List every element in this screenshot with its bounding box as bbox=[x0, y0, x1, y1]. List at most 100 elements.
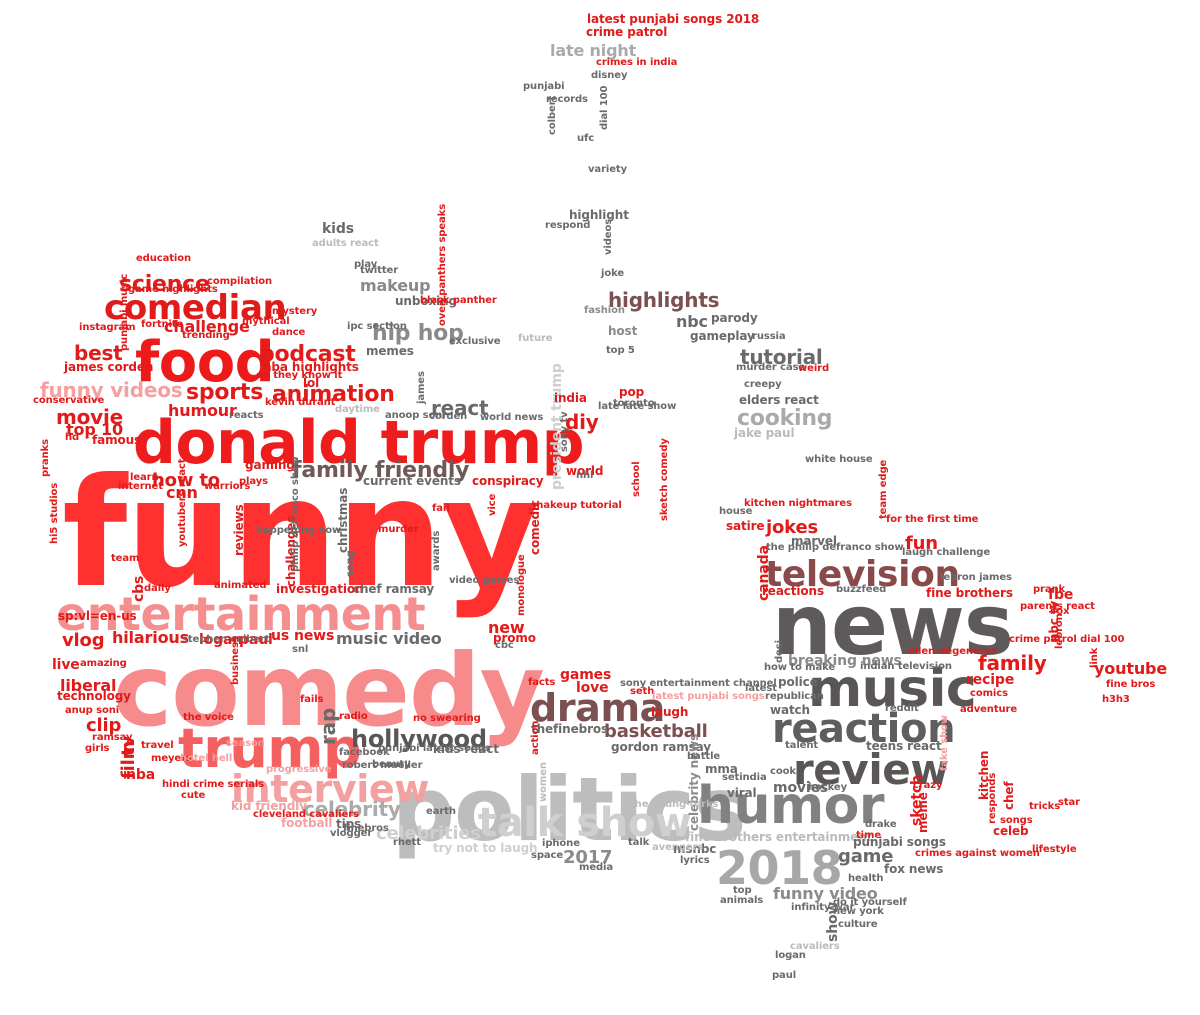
word-93: parody bbox=[711, 311, 758, 326]
word-248: do it yourself bbox=[833, 896, 907, 908]
word-166: animated bbox=[214, 579, 267, 591]
word-199: daytime bbox=[335, 403, 380, 415]
word-203: james bbox=[416, 371, 427, 404]
word-59: humour bbox=[168, 400, 237, 420]
word-21: hollywood bbox=[351, 725, 487, 754]
word-11: reaction bbox=[772, 706, 956, 753]
word-77: gordon ramsay bbox=[611, 740, 711, 755]
word-175: punjabi bbox=[523, 80, 565, 92]
word-165: team bbox=[111, 552, 140, 564]
word-45: breaking news bbox=[788, 652, 902, 669]
word-174: disney bbox=[591, 69, 628, 81]
word-296: hd bbox=[65, 431, 80, 443]
word-72: kids bbox=[322, 220, 354, 237]
word-120: famous bbox=[92, 433, 142, 448]
word-266: lebron james bbox=[940, 571, 1012, 583]
word-28: hip hop bbox=[372, 320, 464, 346]
word-263: buzzfeed bbox=[836, 583, 887, 595]
word-291: happening now bbox=[256, 524, 342, 536]
word-293: do they know it bbox=[256, 369, 343, 381]
word-60: challenge bbox=[164, 316, 250, 336]
word-215: song bbox=[345, 550, 356, 577]
word-35: music video bbox=[336, 628, 442, 648]
word-280: adventure bbox=[960, 703, 1018, 715]
word-227: robert mueller bbox=[342, 759, 423, 771]
word-73: nbc bbox=[676, 311, 708, 331]
word-133: learn bbox=[130, 471, 159, 483]
word-144: dance bbox=[272, 326, 306, 338]
word-24: podcast bbox=[259, 341, 356, 367]
word-40: game bbox=[838, 846, 894, 868]
word-94: conspiracy bbox=[472, 474, 544, 489]
word-226: punjabi latest songs bbox=[378, 742, 491, 754]
word-138: education bbox=[136, 252, 192, 264]
word-170: youtubers react bbox=[177, 458, 188, 547]
word-41: basketball bbox=[604, 721, 708, 743]
word-55: nba bbox=[126, 766, 156, 783]
word-71: fbe bbox=[1048, 586, 1074, 603]
word-79: thefinebros bbox=[531, 722, 609, 737]
word-27: movie bbox=[56, 404, 124, 429]
word-62: logan bbox=[199, 631, 243, 648]
word-129: india bbox=[554, 391, 587, 406]
word-154: hotel hell bbox=[180, 752, 233, 764]
word-265: laugh challenge bbox=[902, 546, 991, 558]
word-150: ramsay bbox=[92, 731, 133, 743]
word-224: action bbox=[530, 720, 541, 755]
word-86: fine brothers entertainment bbox=[685, 830, 873, 845]
word-289: pranks bbox=[40, 439, 51, 477]
word-56: top 10 bbox=[66, 419, 123, 439]
word-63: paul bbox=[239, 631, 273, 648]
word-42: funny video bbox=[773, 883, 878, 903]
word-15: television bbox=[765, 554, 960, 596]
word-195: murder case bbox=[736, 361, 806, 373]
word-252: infinity war bbox=[791, 901, 855, 913]
word-212: murder bbox=[378, 523, 419, 535]
word-241: battle bbox=[687, 750, 721, 762]
word-167: warriors bbox=[204, 480, 251, 492]
word-230: iphone bbox=[542, 837, 580, 849]
word-211: fail bbox=[432, 502, 450, 514]
word-107: jake paul bbox=[734, 426, 795, 441]
word-281: fake show bbox=[939, 714, 950, 771]
word-39: jokes bbox=[766, 517, 819, 539]
word-5: entertainment bbox=[56, 587, 426, 642]
word-149: conservative bbox=[33, 394, 105, 406]
word-23: science bbox=[119, 271, 210, 297]
word-238: talk bbox=[628, 836, 650, 848]
word-109: satire bbox=[726, 519, 765, 534]
word-163: snl bbox=[292, 643, 309, 655]
word-50: clip bbox=[86, 715, 122, 737]
word-239: avengers bbox=[652, 841, 704, 853]
word-294: black panther bbox=[420, 294, 497, 306]
word-104: teens react bbox=[866, 739, 942, 754]
word-205: late late show bbox=[598, 400, 677, 412]
word-26: best bbox=[74, 340, 123, 365]
word-172: crime patrol bbox=[586, 25, 668, 40]
word-161: the voice bbox=[183, 711, 234, 723]
word-159: season bbox=[226, 737, 265, 749]
word-131: school bbox=[631, 461, 642, 497]
word-98: punjabi songs bbox=[853, 835, 946, 850]
word-43: movies bbox=[773, 779, 829, 796]
word-3: news bbox=[772, 576, 1014, 675]
word-117: fine bros bbox=[1106, 678, 1156, 690]
word-275: crime patrol dial 100 bbox=[1009, 633, 1125, 645]
word-132: internet bbox=[118, 480, 163, 492]
word-127: promo bbox=[493, 631, 536, 646]
word-190: exclusive bbox=[449, 335, 501, 347]
word-262: indian television bbox=[860, 660, 952, 672]
word-173: crimes in india bbox=[596, 56, 678, 68]
word-31: tutorial bbox=[740, 344, 823, 369]
word-183: videos bbox=[603, 218, 614, 255]
word-143: punjabi music bbox=[119, 273, 130, 351]
word-251: animals bbox=[720, 894, 764, 906]
word-254: cavaliers bbox=[790, 940, 840, 952]
word-12: review bbox=[793, 744, 949, 794]
word-269: for the first time bbox=[886, 513, 979, 525]
word-34: celebrities bbox=[376, 823, 481, 845]
word-137: compilation bbox=[207, 275, 273, 287]
word-156: cute bbox=[181, 789, 206, 801]
word-250: culture bbox=[838, 918, 878, 930]
word-139: game highlights bbox=[128, 283, 218, 295]
